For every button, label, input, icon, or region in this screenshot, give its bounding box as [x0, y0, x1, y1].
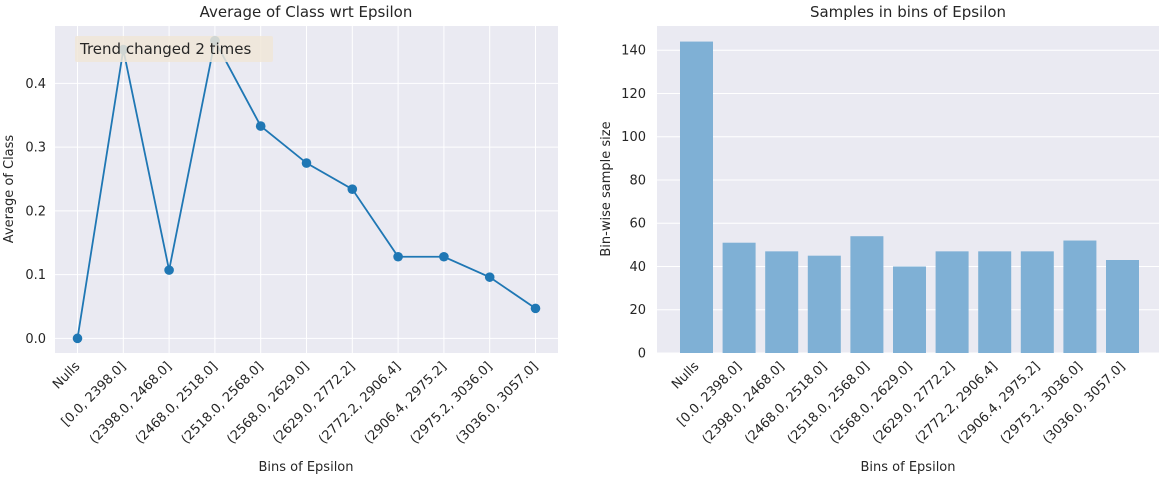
line-y-tick-label: 0.4	[25, 77, 46, 92]
line-point	[164, 265, 174, 275]
bar	[1106, 260, 1139, 353]
bar-y-tick-label: 20	[629, 303, 646, 318]
line-x-tick-label: (2518.0, 2568.0]	[179, 359, 267, 447]
bar-x-tick-label: (3036.0, 3057.0]	[1040, 359, 1128, 447]
line-point	[72, 333, 83, 344]
line-gridlines	[55, 26, 558, 353]
line-point	[255, 121, 266, 131]
line-x-axis-label: Bins of Epsilon	[259, 460, 354, 475]
line-x-tick-label: (2568.0, 2629.0]	[224, 359, 312, 447]
line-x-tick-label: (3036.0, 3057.0]	[453, 359, 541, 447]
bar	[893, 266, 926, 353]
bar-y-tick-label: 40	[629, 260, 646, 275]
line-x-tick-label: (2975.2, 3036.0]	[408, 359, 496, 447]
bar	[1020, 251, 1054, 353]
line-x-tick-label: (2629.0, 2772.2]	[270, 359, 358, 447]
bar-x-tick-label: Nulls	[669, 359, 702, 392]
line-x-tick-label: (2468.0, 2518.0]	[133, 359, 221, 447]
bar	[850, 236, 884, 353]
bar-y-tick-label: 140	[621, 44, 646, 59]
bar-chart-title: Samples in bins of Epsilon	[810, 3, 1006, 21]
line-x-tick-label: (2398.0, 2468.0]	[87, 359, 175, 447]
bar-y-tick-label: 60	[629, 217, 646, 232]
line-point	[301, 158, 312, 168]
line-point	[393, 251, 403, 262]
bar	[935, 251, 969, 353]
line-y-tick-label: 0.3	[25, 141, 46, 156]
bar-y-axis-label: Bin-wise sample size	[599, 121, 614, 256]
line-y-tick-label: 0.0	[25, 332, 46, 347]
bar-x-tick-labels: Nulls[0.0, 2398.0](2398.0, 2468.0](2468.…	[669, 359, 1128, 447]
bar-y-tick-label: 100	[621, 130, 646, 145]
line-y-tick-label: 0.2	[25, 204, 46, 219]
line-point	[347, 184, 358, 194]
line-x-tick-label: (2772.2, 2906.4]	[316, 359, 404, 447]
bar	[722, 242, 756, 353]
line-chart-title: Average of Class wrt Epsilon	[200, 3, 413, 21]
bar	[1063, 240, 1097, 353]
bar	[765, 251, 799, 353]
line-x-tick-label: Nulls	[50, 359, 83, 392]
bar-series	[680, 41, 1139, 353]
annotation-box	[75, 36, 273, 62]
bar	[978, 251, 1012, 353]
line-y-axis-label: Average of Class	[2, 135, 17, 244]
bar	[680, 41, 713, 353]
bar-y-tick-labels: 0 20 40 60 80 100 120 140	[621, 44, 646, 362]
bar-chart: 0 20 40 60 80 100 120 140 Nulls[0.0, 2398.0](23…	[599, 3, 1159, 475]
line-x-tick-label: (2906.4, 2975.2]	[362, 359, 450, 447]
line-y-tick-labels: 0.0 0.1 0.2 0.3 0.4	[25, 77, 46, 347]
line-y-tick-label: 0.1	[25, 268, 46, 283]
bar-y-tick-label: 0	[638, 347, 646, 362]
line-chart: 0.0 0.1 0.2 0.3 0.4 Nulls[0.0, 2398.0](2398.…	[2, 3, 558, 475]
line-point	[439, 251, 449, 262]
annotation-text: Trend changed 2 times	[79, 40, 252, 58]
line-point	[530, 303, 541, 314]
bar-y-tick-label: 120	[621, 87, 646, 102]
line-point	[484, 272, 495, 282]
line-x-tick-labels: Nulls[0.0, 2398.0](2398.0, 2468.0](2468.…	[50, 359, 541, 447]
bar	[807, 255, 841, 353]
bar-y-tick-label: 80	[629, 173, 646, 188]
bar-x-axis-label: Bins of Epsilon	[861, 460, 956, 475]
